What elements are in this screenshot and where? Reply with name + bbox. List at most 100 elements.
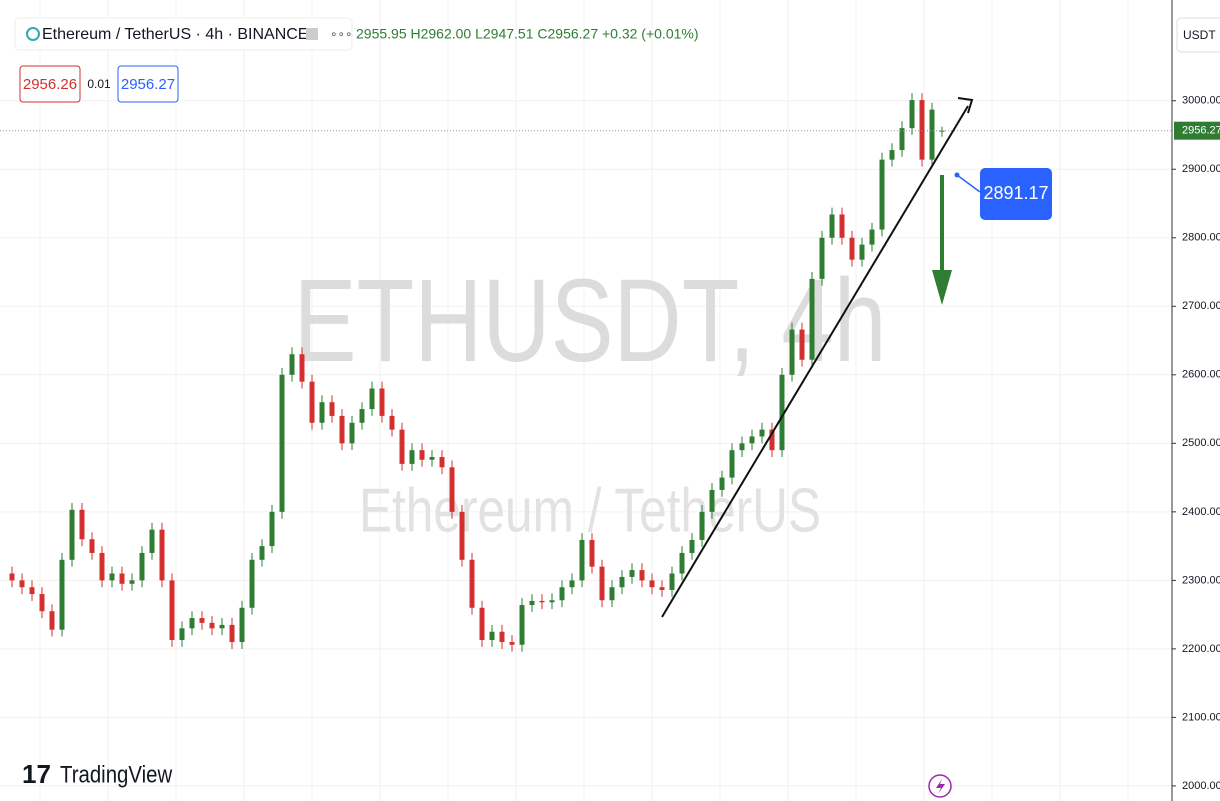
y-tick-label: 2900.00 bbox=[1182, 163, 1220, 175]
candle-body bbox=[249, 559, 255, 608]
candle-body bbox=[869, 229, 875, 245]
candle-body bbox=[899, 128, 905, 151]
candle-body bbox=[889, 150, 895, 160]
candle-body bbox=[39, 594, 45, 612]
candle-body bbox=[579, 539, 585, 581]
bid-price: 2956.26 bbox=[23, 76, 77, 93]
candle-body bbox=[129, 580, 135, 584]
candle-body bbox=[739, 443, 745, 451]
candle-body bbox=[369, 388, 375, 410]
candle-body bbox=[659, 587, 665, 590]
price-axis bbox=[1172, 0, 1220, 801]
candle-body bbox=[359, 409, 365, 423]
price-tag-text: 2956.27 bbox=[1182, 125, 1220, 137]
y-tick-label: 2200.00 bbox=[1182, 643, 1220, 655]
candle-body bbox=[319, 402, 325, 423]
candle-body bbox=[399, 429, 405, 464]
candle-body bbox=[629, 570, 635, 577]
candle-body bbox=[569, 580, 575, 588]
candle-body bbox=[699, 511, 705, 540]
candle-body bbox=[459, 511, 465, 560]
candle-body bbox=[709, 489, 715, 512]
trend-arrowhead bbox=[957, 97, 974, 114]
candle-body bbox=[639, 570, 645, 581]
candle-body bbox=[689, 539, 695, 553]
candle-body bbox=[819, 237, 825, 279]
candle-body bbox=[59, 559, 65, 630]
candle-body bbox=[849, 237, 855, 260]
annotation-text: 2891.17 bbox=[983, 183, 1048, 203]
y-tick-label: 2700.00 bbox=[1182, 300, 1220, 312]
candle-body bbox=[649, 580, 655, 588]
candle-body bbox=[429, 457, 435, 460]
candle-body bbox=[349, 422, 355, 444]
annotation-box bbox=[980, 168, 1052, 220]
candle-body bbox=[199, 618, 205, 623]
candle-body bbox=[439, 457, 445, 468]
candle-body bbox=[539, 600, 545, 603]
candle-body bbox=[89, 539, 95, 553]
y-tick-label: 2800.00 bbox=[1182, 232, 1220, 244]
brand-name: TradingView bbox=[60, 761, 173, 788]
candle-body bbox=[179, 628, 185, 640]
candle-body bbox=[259, 546, 265, 560]
ask-price: 2956.27 bbox=[121, 76, 175, 93]
candle-body bbox=[929, 109, 935, 160]
y-tick-label: 2100.00 bbox=[1182, 711, 1220, 723]
ask-box[interactable] bbox=[117, 65, 179, 103]
candle-body bbox=[29, 587, 35, 595]
candle-body bbox=[499, 631, 505, 643]
candle-body bbox=[289, 354, 295, 375]
candle-body bbox=[749, 436, 755, 444]
y-tick-label: 2000.00 bbox=[1182, 780, 1220, 792]
lightning-icon bbox=[936, 779, 945, 794]
y-tick-label: 2500.00 bbox=[1182, 437, 1220, 449]
candle-body bbox=[329, 402, 335, 416]
candle-body bbox=[529, 600, 535, 606]
candle-body bbox=[509, 642, 515, 645]
candle-body bbox=[389, 415, 395, 430]
candle-body bbox=[859, 244, 865, 260]
candle-body bbox=[9, 573, 15, 581]
watermark: ETHUSDT, 4h bbox=[294, 254, 887, 387]
symbol-icon bbox=[26, 27, 40, 41]
currency-label: USDT bbox=[1183, 28, 1216, 42]
candle-body bbox=[239, 607, 245, 643]
grid bbox=[0, 0, 1172, 801]
candle-body bbox=[109, 573, 115, 581]
candle-body bbox=[469, 559, 475, 608]
y-tick-label: 2400.00 bbox=[1182, 506, 1220, 518]
more-icon[interactable]: ∘∘∘ bbox=[330, 27, 353, 41]
candle-body bbox=[69, 509, 75, 560]
bid-box[interactable] bbox=[19, 65, 81, 103]
candle-body bbox=[19, 580, 25, 588]
candle-body bbox=[209, 622, 215, 629]
candle-body bbox=[909, 100, 915, 129]
spread: 0.01 bbox=[87, 77, 111, 91]
candle-body bbox=[99, 552, 105, 581]
candle-body bbox=[149, 529, 155, 553]
y-tick-label: 3000.00 bbox=[1182, 95, 1220, 107]
candle-body bbox=[489, 631, 495, 640]
candle-body bbox=[479, 607, 485, 640]
candle-body bbox=[599, 566, 605, 601]
symbol-box bbox=[14, 17, 353, 51]
axis-ticks: 2000.00 2100.00 2200.00 2300.00 2400.00 2500.… bbox=[1172, 95, 1220, 792]
watermark-subtitle: Ethereum / TetherUS bbox=[359, 475, 821, 545]
candle-body bbox=[419, 450, 425, 460]
candle-body bbox=[309, 381, 315, 423]
y-tick-label: 2300.00 bbox=[1182, 574, 1220, 586]
currency-dropdown[interactable] bbox=[1176, 17, 1220, 53]
candle-body bbox=[549, 600, 555, 603]
candle-body bbox=[189, 618, 195, 629]
candle-body bbox=[789, 329, 795, 375]
candle-body bbox=[219, 624, 225, 629]
candle-body bbox=[299, 354, 305, 382]
candle-body bbox=[589, 539, 595, 567]
candle-body bbox=[279, 374, 285, 512]
lightning-button[interactable] bbox=[928, 774, 952, 798]
candle-body bbox=[729, 450, 735, 478]
candle-body bbox=[79, 509, 85, 540]
